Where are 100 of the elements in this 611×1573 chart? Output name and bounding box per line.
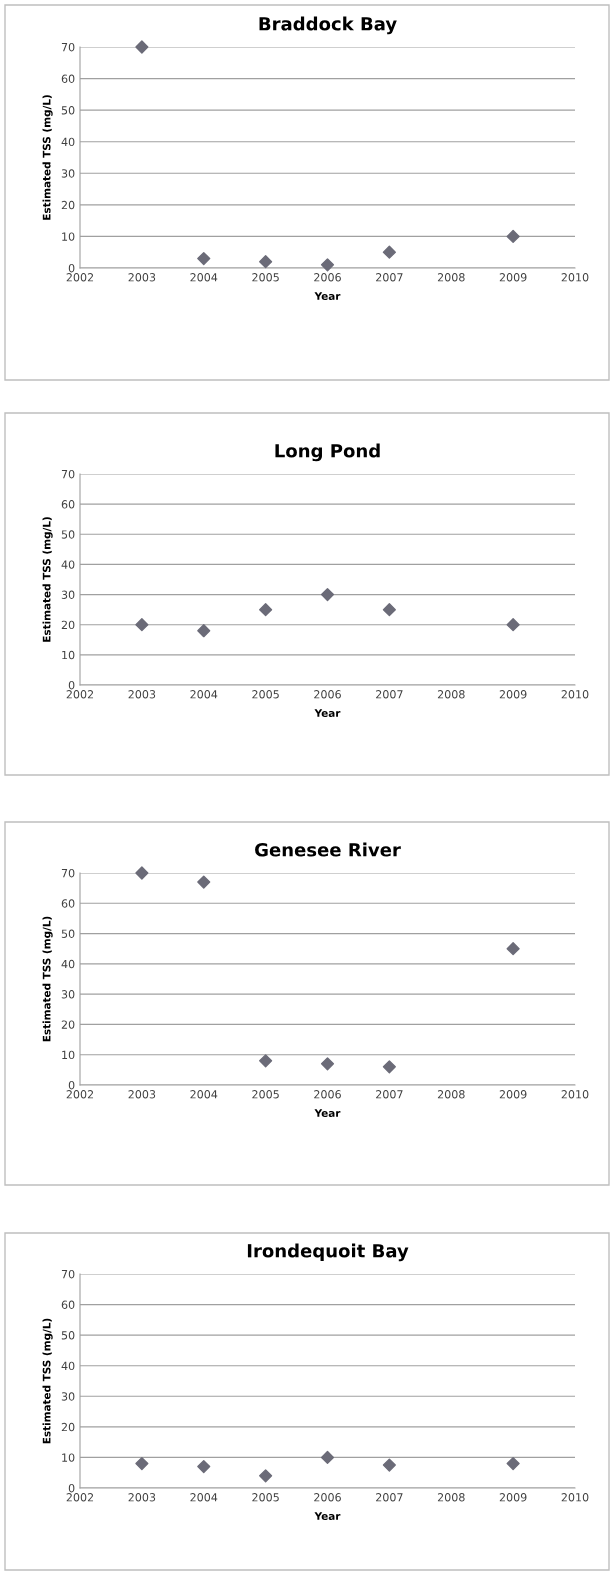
- point: [320, 1057, 335, 1071]
- y-tick-label: 10: [62, 1050, 75, 1060]
- y-tick-label: 30: [61, 169, 75, 178]
- x-tick-label: 2010: [561, 1090, 589, 1099]
- point: [135, 40, 149, 54]
- x-tick-label: 2002: [66, 273, 94, 282]
- x-tick-label: 2006: [314, 1090, 341, 1099]
- y-tick-label: 0: [68, 263, 75, 273]
- x-tick-label: 2008: [437, 1493, 465, 1502]
- y-tick-label: 20: [61, 200, 75, 210]
- x-tick-label: 2003: [128, 1493, 156, 1502]
- point: [259, 603, 273, 617]
- y-tick-label: 0: [68, 680, 75, 690]
- y-tick-label: 0: [68, 1080, 75, 1090]
- point: [506, 942, 520, 956]
- point: [320, 587, 335, 602]
- x-tick-label: 2006: [314, 690, 341, 699]
- x-axis-title: Year: [314, 1109, 341, 1118]
- y-tick-label: 40: [61, 560, 75, 569]
- y-tick-label: 20: [61, 620, 75, 630]
- chart-title: Braddock Bay: [259, 16, 397, 35]
- x-tick-label: 2009: [499, 1090, 527, 1099]
- x-tick-label: 2002: [66, 1090, 94, 1099]
- point: [506, 1456, 520, 1471]
- x-tick-label: 2007: [376, 273, 403, 282]
- y-tick-label: 70: [61, 469, 75, 479]
- point: [259, 1469, 273, 1483]
- y-tick-label: 70: [61, 42, 75, 52]
- x-tick-label: 2006: [314, 1493, 341, 1502]
- x-tick-label: 2008: [437, 1090, 465, 1099]
- y-axis-title: Estimated TSS (mg/L): [42, 95, 53, 220]
- point: [382, 1458, 396, 1472]
- y-axis-title: Estimated TSS (mg/L): [42, 916, 53, 1042]
- x-tick-label: 2008: [437, 690, 465, 699]
- y-tick-label: 40: [61, 137, 75, 147]
- x-axis-title: Year: [314, 1512, 341, 1521]
- point: [506, 229, 520, 244]
- y-tick-label: 40: [61, 1361, 75, 1371]
- y-tick-label: 30: [61, 590, 75, 599]
- point: [382, 603, 396, 617]
- chart-title: Genesee River: [255, 842, 401, 857]
- x-tick-label: 2009: [499, 690, 527, 699]
- y-tick-label: 50: [61, 106, 75, 115]
- y-tick-label: 40: [61, 959, 75, 969]
- y-tick-label: 20: [61, 1020, 75, 1029]
- point: [506, 618, 520, 632]
- y-axis-title: Estimated TSS (mg/L): [42, 1318, 53, 1444]
- point: [382, 1060, 396, 1074]
- x-tick-label: 2010: [561, 1493, 589, 1502]
- y-tick-label: 30: [61, 1392, 75, 1401]
- chart-title: Long Pond: [275, 443, 380, 462]
- y-tick-label: 60: [61, 74, 75, 83]
- point: [259, 1054, 273, 1068]
- y-tick-label: 20: [61, 1422, 75, 1432]
- point: [382, 245, 396, 259]
- x-axis-title: Year: [314, 709, 341, 718]
- point: [320, 1450, 335, 1465]
- point: [135, 618, 149, 632]
- x-tick-label: 2003: [128, 273, 156, 282]
- y-tick-label: 70: [61, 1269, 75, 1279]
- point: [197, 1460, 211, 1474]
- x-tick-label: 2007: [376, 1493, 403, 1502]
- x-tick-label: 2007: [376, 690, 403, 699]
- x-tick-label: 2004: [190, 690, 218, 699]
- x-tick-label: 2004: [190, 273, 218, 282]
- x-tick-label: 2005: [252, 1493, 279, 1502]
- x-tick-label: 2007: [376, 1090, 403, 1099]
- x-tick-label: 2006: [314, 273, 341, 282]
- point: [197, 251, 211, 266]
- chart-title: Irondequoit Bay: [247, 1243, 409, 1262]
- x-tick-label: 2003: [128, 1090, 156, 1099]
- y-tick-label: 50: [61, 929, 75, 938]
- x-tick-label: 2002: [66, 1493, 94, 1502]
- y-tick-label: 70: [61, 868, 75, 878]
- y-tick-label: 10: [62, 232, 75, 241]
- y-tick-label: 60: [61, 500, 75, 509]
- x-tick-label: 2008: [437, 273, 465, 282]
- y-tick-label: 60: [61, 899, 75, 908]
- x-tick-label: 2010: [561, 273, 589, 282]
- point: [197, 624, 211, 638]
- x-tick-label: 2005: [252, 273, 279, 282]
- point: [135, 1456, 149, 1471]
- y-tick-label: 60: [61, 1300, 75, 1309]
- y-tick-label: 0: [68, 1483, 75, 1493]
- x-tick-label: 2004: [190, 1493, 218, 1502]
- y-tick-label: 10: [62, 1453, 75, 1462]
- x-tick-label: 2009: [499, 1493, 527, 1502]
- point: [135, 866, 149, 880]
- x-tick-label: 2002: [66, 690, 94, 699]
- point: [197, 875, 211, 889]
- x-tick-label: 2003: [128, 690, 156, 699]
- y-tick-label: 10: [62, 650, 75, 660]
- x-tick-label: 2005: [252, 1090, 279, 1099]
- y-tick-label: 50: [61, 530, 75, 539]
- x-tick-label: 2009: [499, 273, 527, 282]
- x-tick-label: 2010: [561, 690, 589, 699]
- x-tick-label: 2004: [190, 1090, 218, 1099]
- x-tick-label: 2005: [252, 690, 279, 699]
- y-tick-label: 50: [61, 1331, 75, 1340]
- y-tick-label: 30: [61, 990, 75, 999]
